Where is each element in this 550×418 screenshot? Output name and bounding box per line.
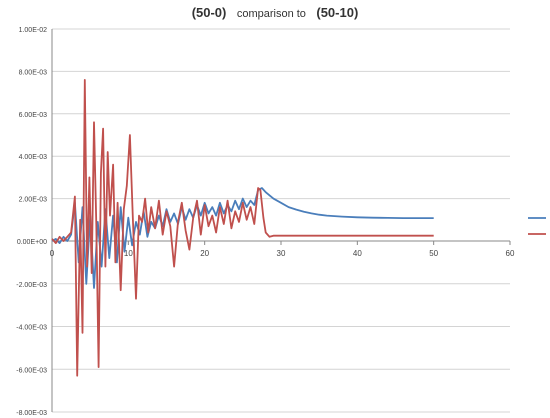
x-tick-label-4: 40 <box>353 249 362 258</box>
x-tick-label-1: 10 <box>124 249 133 258</box>
y-tick-label-9: -8.00E-03 <box>16 410 47 417</box>
x-tick-label-3: 30 <box>277 249 286 258</box>
y-tick-label-0: 1.00E-02 <box>19 27 48 34</box>
x-tick-label-2: 20 <box>200 249 209 258</box>
x-tick-label-6: 60 <box>506 249 515 258</box>
x-tick-label-0: 0 <box>50 249 55 258</box>
y-tick-label-2: 6.00E-03 <box>19 112 48 119</box>
x-tick-label-5: 50 <box>429 249 438 258</box>
chart-title-part-2: comparison to <box>236 8 306 20</box>
y-tick-label-4: 2.00E-03 <box>19 197 48 204</box>
y-tick-label-5: 0.00E+00 <box>17 239 47 246</box>
series-line-2 <box>51 79 434 377</box>
chart-title: (50-0) comparison to (50-10) <box>0 4 550 22</box>
y-tick-label-3: 4.00E-03 <box>19 154 48 161</box>
chart-title-part-3: (50-10) <box>316 5 359 20</box>
y-tick-label-6: -2.00E-03 <box>16 282 47 289</box>
chart-title-part-1: (50-0) <box>191 5 227 20</box>
y-tick-label-1: 8.00E-03 <box>19 69 48 76</box>
y-tick-label-8: -6.00E-03 <box>16 367 47 374</box>
y-tick-label-7: -4.00E-03 <box>16 325 47 332</box>
